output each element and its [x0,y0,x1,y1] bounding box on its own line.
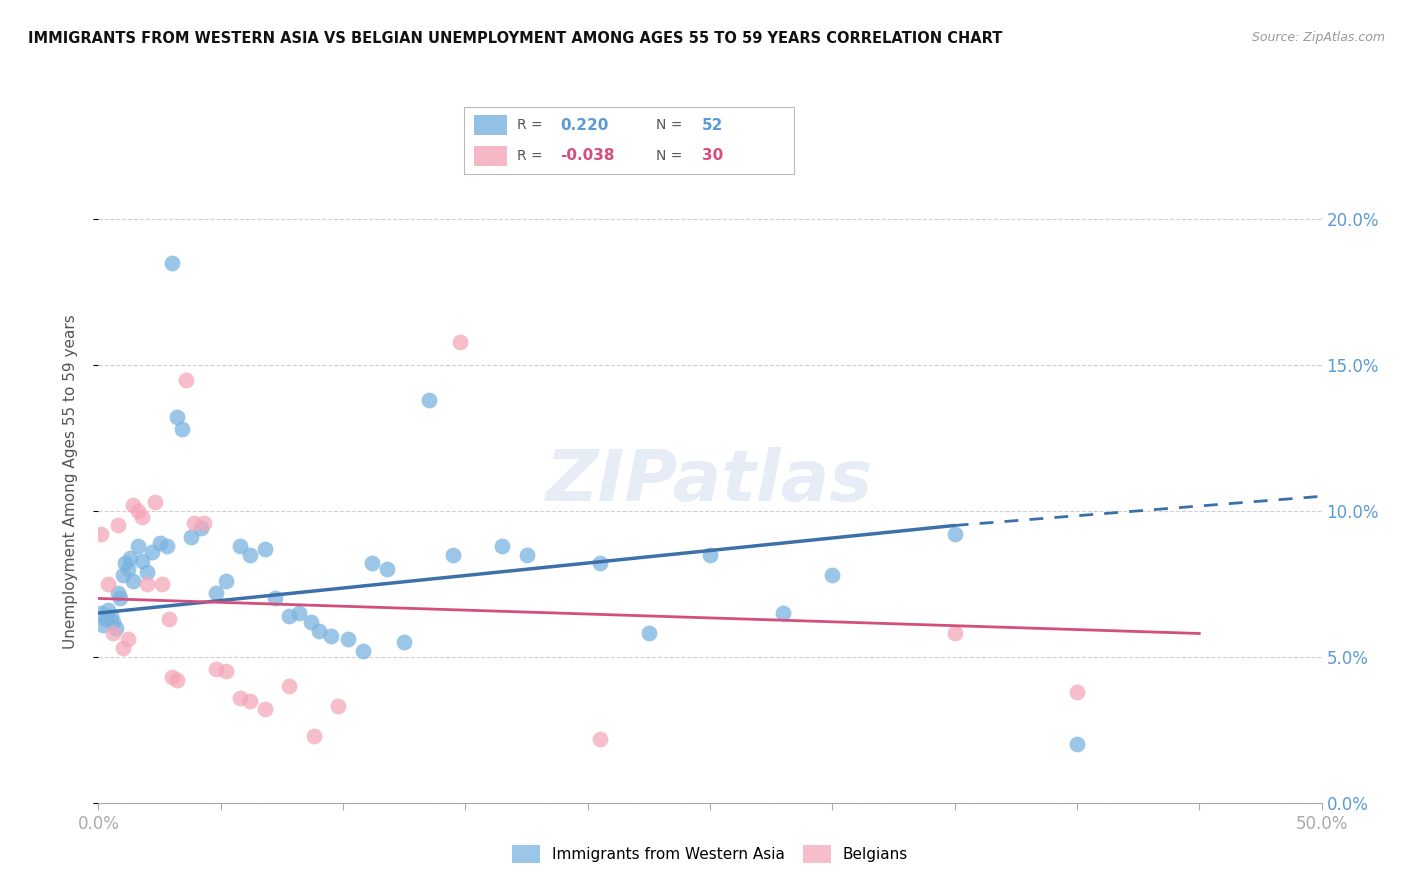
Text: 30: 30 [702,148,723,163]
Point [150,577,173,591]
Point [278,679,301,693]
Point [491,539,513,553]
Point [263,591,285,606]
Point [361,557,384,571]
Point [375,562,398,576]
Point [120,550,142,565]
Point [239,693,262,707]
Point [100,609,122,624]
Y-axis label: Unemployment Among Ages 55 to 59 years: Unemployment Among Ages 55 to 59 years [63,314,77,649]
Point [91,617,114,632]
Point [157,612,180,626]
Point [107,518,129,533]
Point [1066,738,1088,752]
Point [101,615,124,629]
Point [943,527,966,541]
Text: Source: ZipAtlas.com: Source: ZipAtlas.com [1251,31,1385,45]
Point [176,372,198,386]
Text: R =: R = [517,149,543,163]
Point [136,565,159,579]
Point [160,256,183,270]
Point [336,632,359,647]
Text: N =: N = [655,149,682,163]
Point [121,574,143,588]
Point [299,615,322,629]
Point [117,632,139,647]
Point [90,606,112,620]
Point [214,574,236,588]
Point [121,498,143,512]
Point [117,562,139,576]
Point [183,516,205,530]
Point [180,530,202,544]
Point [170,422,193,436]
Point [1066,685,1088,699]
Point [943,626,966,640]
Point [392,635,416,649]
Point [418,392,440,407]
Point [97,603,120,617]
Text: -0.038: -0.038 [560,148,614,163]
Point [239,548,262,562]
Point [104,621,127,635]
Text: 52: 52 [702,118,723,133]
Point [278,609,301,624]
Point [229,690,252,705]
Point [110,591,132,606]
Point [205,661,228,675]
Text: N =: N = [655,118,682,132]
Point [111,568,134,582]
Point [214,665,236,679]
Point [288,606,311,620]
Point [699,548,721,562]
Point [143,495,166,509]
Point [450,334,472,349]
Point [131,553,153,567]
Point [253,702,276,716]
Point [253,541,276,556]
Point [441,548,464,562]
Point [589,731,612,746]
Point [772,606,794,620]
Point [516,548,538,562]
Text: ZIPatlas: ZIPatlas [547,447,873,516]
Point [101,626,124,640]
Point [136,577,159,591]
Point [352,644,374,658]
Point [328,699,350,714]
Point [97,577,120,591]
Point [319,629,342,643]
Point [127,504,149,518]
Point [141,545,163,559]
Point [111,641,134,656]
Point [166,673,188,688]
Text: IMMIGRANTS FROM WESTERN ASIA VS BELGIAN UNEMPLOYMENT AMONG AGES 55 TO 59 YEARS C: IMMIGRANTS FROM WESTERN ASIA VS BELGIAN … [28,31,1002,46]
Point [308,624,330,638]
Point [166,410,188,425]
Point [156,539,179,553]
FancyBboxPatch shape [474,115,508,135]
Point [821,568,844,582]
Point [193,516,215,530]
Text: 0.220: 0.220 [560,118,609,133]
Point [190,521,212,535]
Point [127,539,149,553]
Text: R =: R = [517,118,543,132]
Point [638,626,661,640]
Point [114,557,136,571]
Point [107,585,129,599]
Point [205,585,228,599]
Point [131,509,153,524]
Point [94,612,117,626]
Legend: Immigrants from Western Asia, Belgians: Immigrants from Western Asia, Belgians [506,839,914,869]
Point [90,527,112,541]
Point [302,729,325,743]
Point [589,557,612,571]
Point [229,539,252,553]
Point [149,536,172,550]
FancyBboxPatch shape [474,145,508,166]
Point [160,670,183,684]
